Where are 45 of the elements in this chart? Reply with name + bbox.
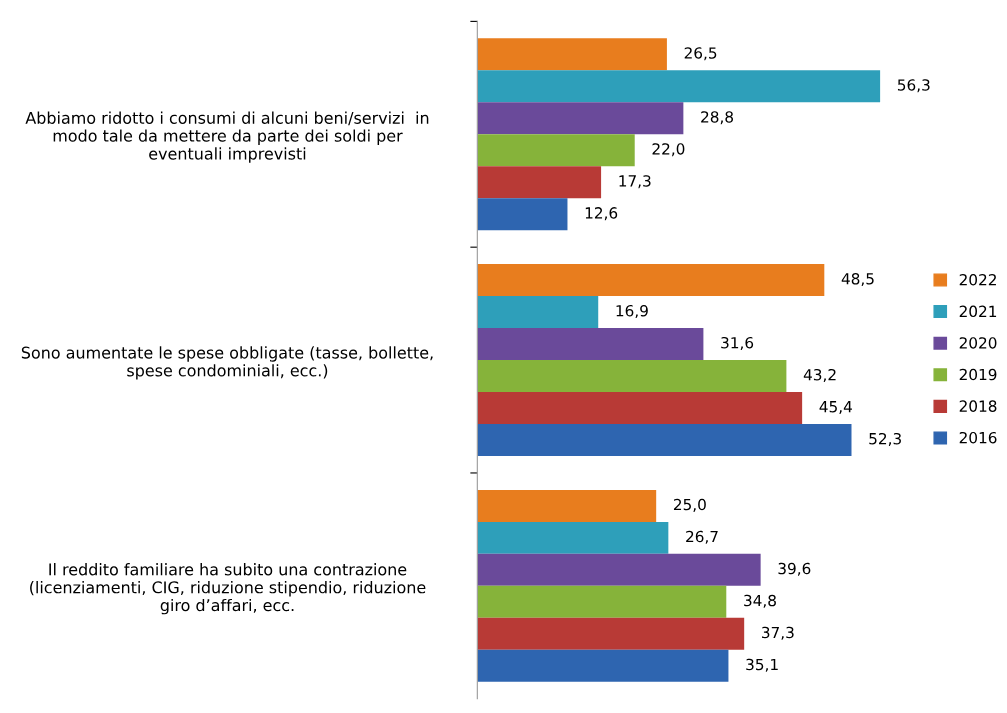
bar (477, 649, 729, 682)
data-label: 56,3 (897, 79, 930, 93)
legend-label: 2019 (959, 368, 997, 381)
bar (477, 489, 657, 522)
data-label: 31,6 (721, 336, 754, 351)
bar (477, 166, 602, 199)
legend-label: 2021 (959, 305, 997, 318)
data-label: 22,0 (652, 143, 685, 157)
legend-label: 2016 (959, 431, 997, 444)
data-label: 16,9 (616, 304, 648, 319)
bar (477, 134, 635, 167)
legend-label: 2022 (959, 273, 996, 286)
data-label: 34,8 (744, 594, 776, 608)
data-label: 26,7 (686, 530, 718, 544)
data-label: 35,1 (746, 658, 778, 672)
y-tick-label: Abbiamo ridotto i consumi di alcuni beni/servizi in modo tale da mettere da parte dei soldi per eventuali imprevisti (25, 111, 429, 163)
data-label: 45,4 (819, 401, 852, 415)
data-label: 48,5 (841, 272, 874, 287)
legend-label: 2018 (959, 400, 997, 412)
y-tick-label: Sono aumentate le spese obbligate (tasse, bollette, spese condominiali, ecc.) (21, 346, 433, 380)
legend-label: 2020 (959, 337, 997, 349)
bar (477, 585, 727, 618)
data-label: 43,2 (803, 368, 836, 383)
data-label: 39,6 (778, 562, 811, 576)
bar (477, 70, 881, 103)
bar (477, 198, 568, 231)
data-label: 26,5 (684, 47, 717, 61)
bar (477, 392, 803, 425)
data-label: 37,3 (762, 626, 794, 640)
y-tick-label: Il reddito familiare ha subito una contrazione (licenziamenti, CIG, riduzione stipendio, riduzione giro d’affari, ecc. (30, 563, 426, 615)
bar (477, 296, 599, 329)
bar (477, 38, 667, 71)
data-label: 28,8 (701, 111, 734, 125)
data-label: 25,0 (673, 498, 706, 512)
data-label: 17,3 (619, 175, 651, 189)
data-label: 52,3 (869, 432, 901, 447)
bar (477, 264, 825, 297)
bar (477, 424, 852, 457)
bar (477, 102, 684, 135)
data-label: 12,6 (585, 207, 618, 221)
bar (477, 328, 704, 361)
bar (477, 617, 745, 650)
bar (477, 553, 761, 586)
bar (477, 360, 787, 393)
bar (477, 521, 669, 554)
